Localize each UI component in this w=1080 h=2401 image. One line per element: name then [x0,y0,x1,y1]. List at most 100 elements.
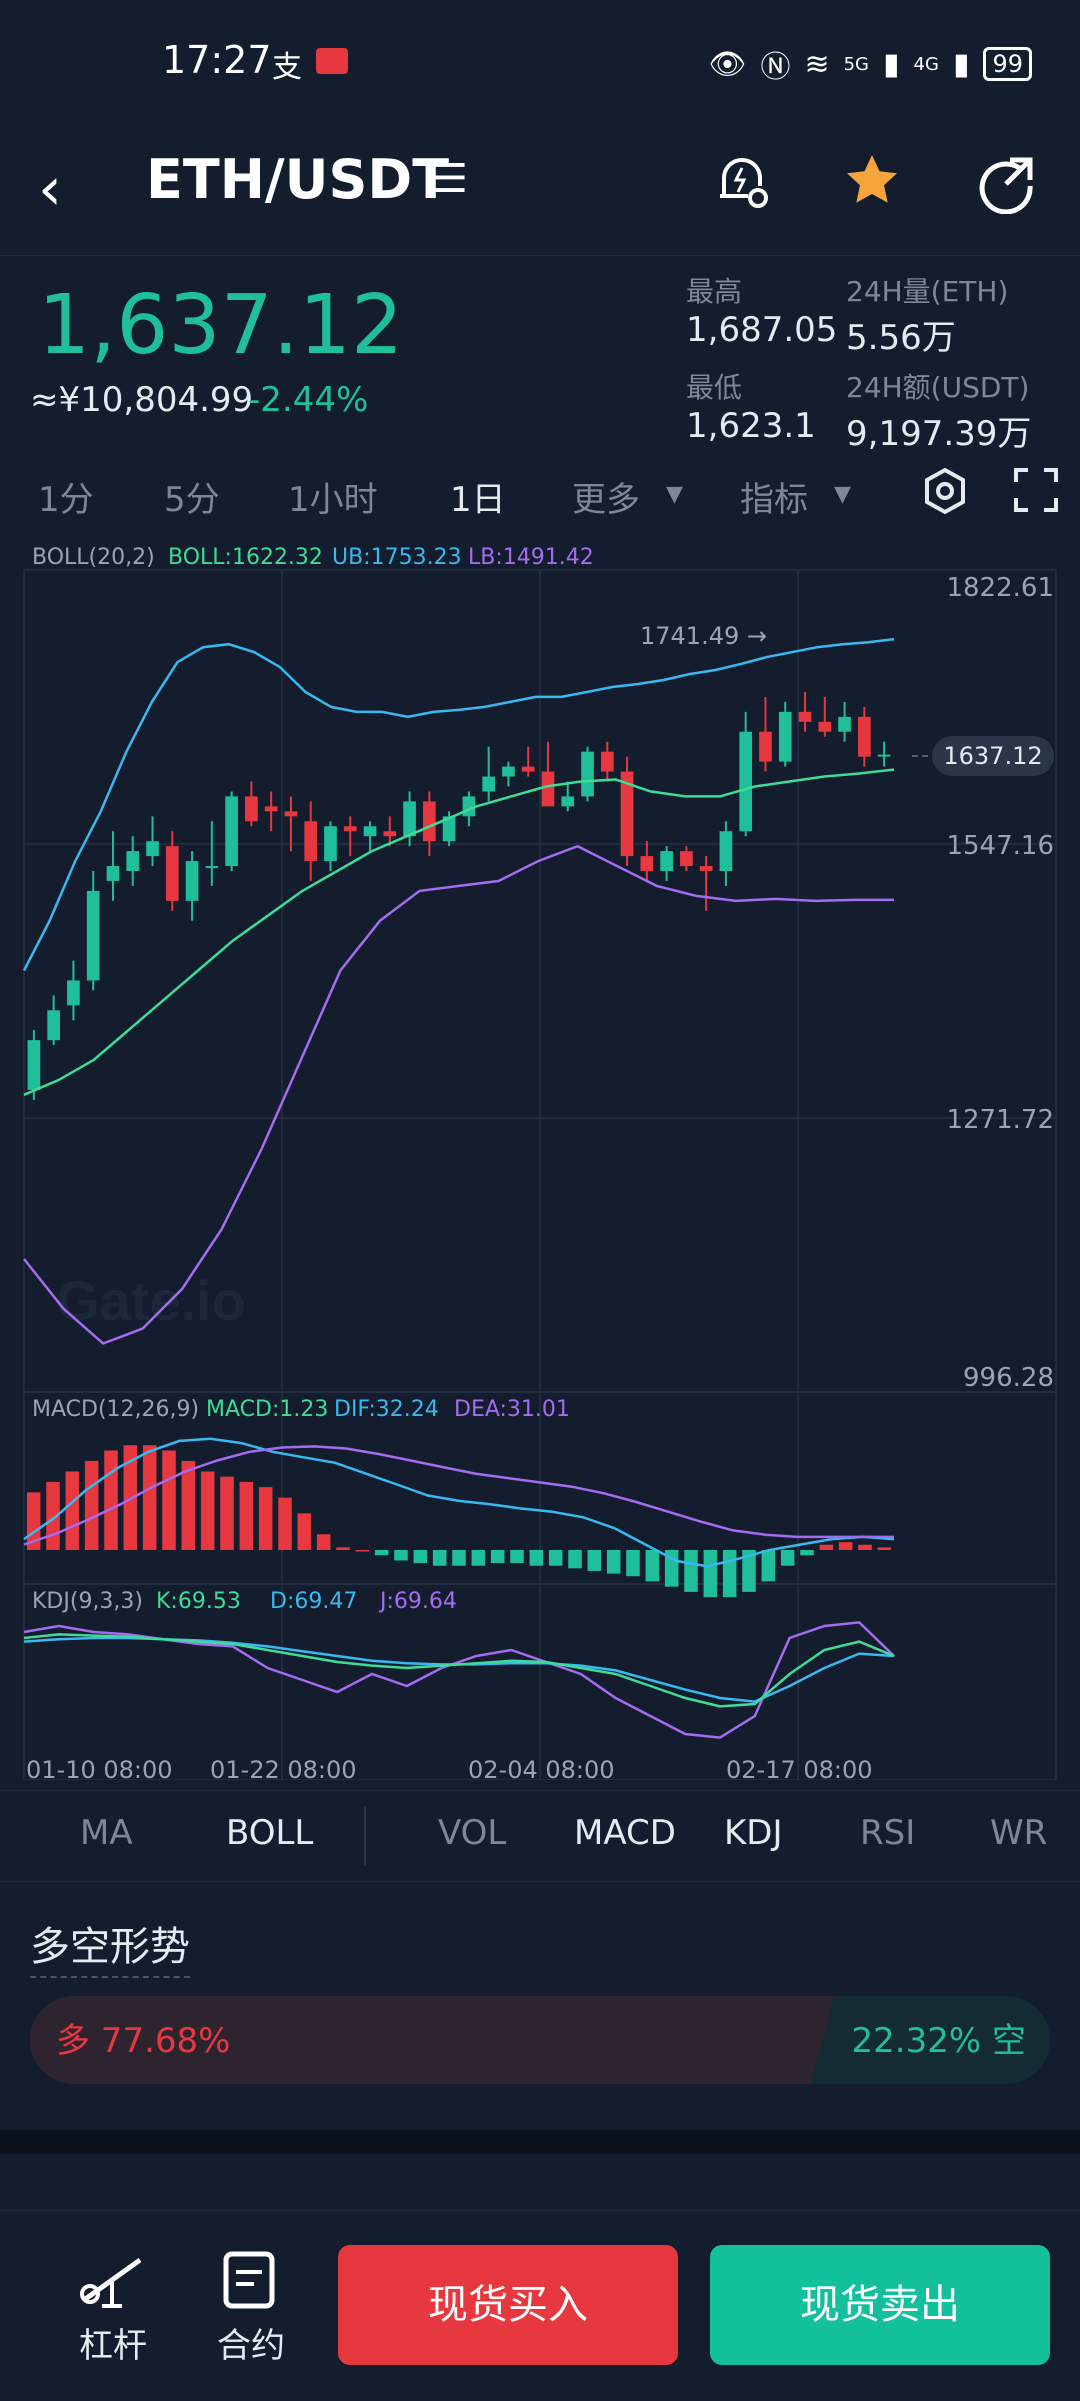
macd-histogram-bar [374,1550,389,1556]
leverage-icon[interactable] [76,2250,148,2314]
candle-body [304,821,318,862]
tab-wr[interactable]: WR [990,1813,1048,1853]
pair-switch-icon[interactable]: ☰ [432,156,468,202]
boll-legend-lb: LB:1491.42 [468,545,594,570]
candle-body [442,816,456,842]
price-change: -2.44% [248,380,369,420]
contract-label[interactable]: 合约 [217,2326,285,2366]
candle-body [541,771,555,807]
macd-histogram-bar [162,1450,176,1550]
interval-more[interactable]: 更多 [572,480,640,520]
more-dropdown-icon[interactable]: ▼ [666,482,683,507]
tab-ma[interactable]: MA [80,1813,133,1853]
tab-boll[interactable]: BOLL [226,1813,314,1853]
macd-histogram-bar [394,1550,408,1561]
candle-body [581,751,594,797]
last-price: 1,637.12 [38,278,404,373]
back-icon[interactable]: ‹ [38,154,62,224]
candle-body [858,716,871,757]
candle-body [719,831,733,872]
macd-histogram-bar [355,1550,370,1552]
macd-histogram-bar [432,1550,447,1566]
macd-histogram-bar [742,1550,756,1592]
max-price-annotation: 1741.49 → [640,622,767,650]
candle-body [205,866,219,869]
candle-body [47,1010,60,1041]
macd-histogram-bar [490,1550,505,1564]
candle-body [403,801,416,837]
spot-sell-button[interactable]: 现货卖出 [710,2245,1050,2365]
macd-histogram-bar [684,1550,698,1592]
boll-upper-line [22,637,895,972]
share-icon[interactable] [974,150,1038,228]
candle-body [383,831,397,837]
macd-histogram-bar [413,1550,428,1564]
status-bar: 17:27 支 👁 Ⓝ ≋ 5G ▮ 4G ▮ 99 [0,0,1080,130]
macd-histogram-bar [142,1445,157,1550]
chart-settings-icon[interactable] [920,466,970,525]
candle-body [818,721,832,732]
macd-histogram-bar [838,1542,853,1550]
macd-legend-dea: DEA:31.01 [454,1397,570,1422]
candle-body [185,861,199,901]
macd-histogram-bar [84,1460,99,1550]
macd-dif-line [23,1437,895,1568]
candle-body [264,806,278,812]
indicator-tabs: MA BOLL VOL MACD KDJ RSI WR [0,1790,1080,1882]
macd-histogram-bar [568,1550,582,1569]
interval-bar: 1分 5分 1小时 1日 更多 ▼ 指标 ▼ [0,460,1080,530]
tab-kdj[interactable]: KDJ [724,1813,783,1853]
candle-body [86,890,100,981]
candle-body [324,826,337,862]
x-tick-label: 02-17 08:00 [726,1756,873,1780]
price-alert-icon[interactable] [710,150,774,228]
fullscreen-icon[interactable] [1012,466,1060,523]
network-4g: 4G [913,53,939,75]
kline-chart[interactable]: Gate.io BOLL(20,2) BOLL:1622.32 UB:1753.… [0,540,1080,1780]
candle-body [798,711,812,722]
cny-price: ≈¥10,804.99 [30,380,254,420]
kdj-legend: KDJ(9,3,3) K:69.53 D:69.47 J:69.64 [32,1589,457,1614]
macd-histogram-bar [297,1513,312,1550]
indicator-dropdown-icon[interactable]: ▼ [834,482,851,507]
leverage-label[interactable]: 杠杆 [79,2326,147,2366]
section-divider [0,2130,1080,2154]
chart-marks [22,637,895,1739]
indicator-menu[interactable]: 指标 [740,480,808,520]
tab-divider [364,1807,366,1865]
candle-body [620,771,634,857]
spot-buy-button[interactable]: 现货买入 [338,2245,678,2365]
x-tick-label: 02-04 08:00 [468,1756,615,1780]
candle-body [225,796,238,867]
interval-1d[interactable]: 1日 [450,480,506,520]
macd-histogram-bar [819,1544,834,1550]
macd-histogram-bar [316,1534,331,1550]
tab-macd[interactable]: MACD [574,1813,676,1853]
boll-legend-mid: BOLL:1622.32 [168,545,323,570]
sentiment-title: 多空形势 [30,1914,190,1978]
vol-label: 24H量(ETH) [846,275,1009,308]
tab-rsi[interactable]: RSI [860,1813,916,1853]
candle-body [67,980,80,1006]
last-price-tag-label: 1637.12 [943,742,1042,770]
macd-histogram-bar [606,1550,621,1574]
macd-histogram-bar [510,1550,524,1564]
contract-icon[interactable] [222,2250,278,2314]
pair-title[interactable]: ETH/USDT [146,148,450,211]
kdj-k-line [23,1633,895,1708]
kdj-legend-name: KDJ(9,3,3) [32,1589,143,1614]
y-tick-label: 1822.61 [946,573,1054,603]
vol-value: 5.56万 [846,318,956,358]
boll-legend-ub: UB:1753.23 [332,545,462,570]
kdj-d-line [23,1636,895,1703]
favorite-star-icon[interactable] [842,150,902,224]
tab-vol[interactable]: VOL [438,1813,507,1853]
interval-1m[interactable]: 1分 [38,480,94,520]
macd-histogram-bar [858,1544,872,1550]
macd-histogram-bar [65,1471,80,1550]
network-5g: 5G [843,53,870,75]
long-ratio-label: 多 77.68% [56,2021,230,2061]
y-tick-label: 1271.72 [946,1105,1054,1135]
interval-1h[interactable]: 1小时 [288,480,378,520]
interval-5m[interactable]: 5分 [164,480,220,520]
